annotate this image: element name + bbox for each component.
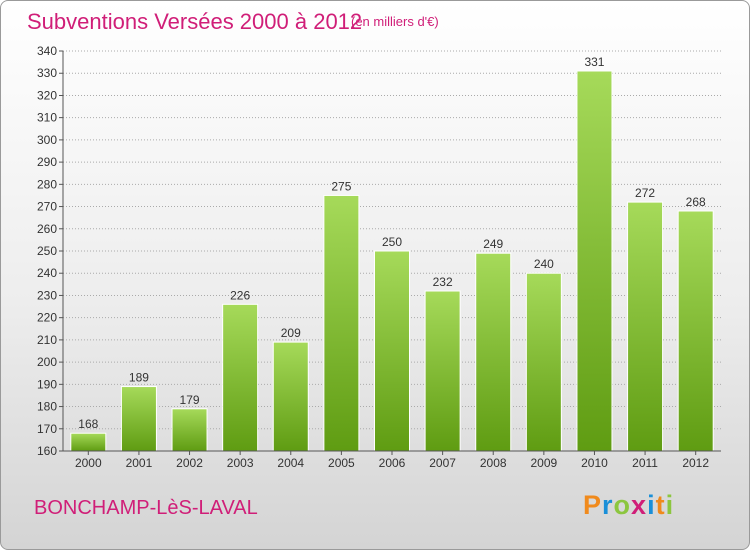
bar xyxy=(222,303,259,452)
bar xyxy=(576,70,613,452)
bar xyxy=(171,408,208,452)
y-tick-label: 240 xyxy=(37,266,57,280)
data-label: 249 xyxy=(483,237,503,251)
data-label: 331 xyxy=(584,55,604,69)
x-tick-label: 2010 xyxy=(581,456,608,470)
y-tick-label: 190 xyxy=(37,377,57,391)
logo-letter: i xyxy=(647,490,656,520)
bar xyxy=(374,250,410,452)
y-tick-label: 330 xyxy=(37,66,57,80)
bar xyxy=(323,194,360,452)
proxiti-logo: Proxiti xyxy=(583,490,674,521)
data-label: 232 xyxy=(433,275,453,289)
y-tick-label: 300 xyxy=(37,133,57,147)
city-name: BONCHAMP-LèS-LAVAL xyxy=(34,497,258,519)
x-tick-label: 2000 xyxy=(75,456,102,470)
x-tick-label: 2011 xyxy=(632,456,658,470)
data-label: 240 xyxy=(534,257,554,271)
logo-letter: P xyxy=(583,490,603,520)
data-label: 189 xyxy=(129,371,149,385)
y-tick-label: 210 xyxy=(37,333,57,347)
data-label: 209 xyxy=(281,326,301,340)
y-tick-label: 170 xyxy=(37,422,57,436)
chart-title: Subventions Versées 2000 à 2012 xyxy=(27,9,363,34)
y-tick-label: 320 xyxy=(37,88,57,102)
logo-letter: o xyxy=(613,490,632,520)
bar xyxy=(475,252,512,452)
y-tick-label: 230 xyxy=(37,288,57,302)
bar xyxy=(272,341,309,452)
y-tick-label: 180 xyxy=(37,400,57,414)
chart-subtitle: (en milliers d'€) xyxy=(351,14,439,29)
data-label: 268 xyxy=(686,195,706,209)
x-tick-label: 2012 xyxy=(682,456,709,470)
logo-letter: r xyxy=(602,490,614,520)
logo-letter: x xyxy=(631,490,648,520)
data-label: 168 xyxy=(78,417,98,431)
logo-letter: t xyxy=(655,490,666,520)
data-label: 226 xyxy=(230,288,250,302)
x-tick-label: 2009 xyxy=(530,456,557,470)
y-tick-label: 270 xyxy=(37,200,57,214)
x-tick-label: 2006 xyxy=(379,456,406,470)
y-tick-label: 340 xyxy=(37,44,57,58)
bars xyxy=(70,70,714,452)
x-tick-label: 2002 xyxy=(176,456,203,470)
x-tick-label: 2007 xyxy=(429,456,456,470)
x-tick-label: 2008 xyxy=(480,456,507,470)
bar xyxy=(70,432,107,452)
y-tick-label: 260 xyxy=(37,222,57,236)
bar xyxy=(677,210,714,452)
data-label: 275 xyxy=(331,179,351,193)
x-tick-label: 2005 xyxy=(328,456,355,470)
data-label: 272 xyxy=(635,186,655,200)
data-label: 179 xyxy=(180,393,200,407)
y-tick-label: 280 xyxy=(37,177,57,191)
y-tick-label: 200 xyxy=(37,355,57,369)
axes: 160 170 180 190 200 210 220 230 240 250 260 270 280 2… xyxy=(37,44,721,470)
y-tick-label: 250 xyxy=(37,244,57,258)
x-tick-label: 2004 xyxy=(277,456,304,470)
y-tick-label: 310 xyxy=(37,111,57,125)
y-tick-label: 290 xyxy=(37,155,57,169)
data-label: 250 xyxy=(382,235,402,249)
x-tick-label: 2001 xyxy=(126,456,153,470)
bar xyxy=(120,386,157,452)
bar xyxy=(627,201,664,452)
data-labels: 168 189 179 226 209 275 250 232 249 240 331 272 268 xyxy=(78,55,706,431)
bar xyxy=(424,290,461,452)
y-tick-label: 220 xyxy=(37,311,57,325)
logo-letter: i xyxy=(665,490,675,520)
x-tick-label: 2003 xyxy=(227,456,254,470)
y-tick-label: 160 xyxy=(37,444,57,458)
bar xyxy=(525,272,562,452)
